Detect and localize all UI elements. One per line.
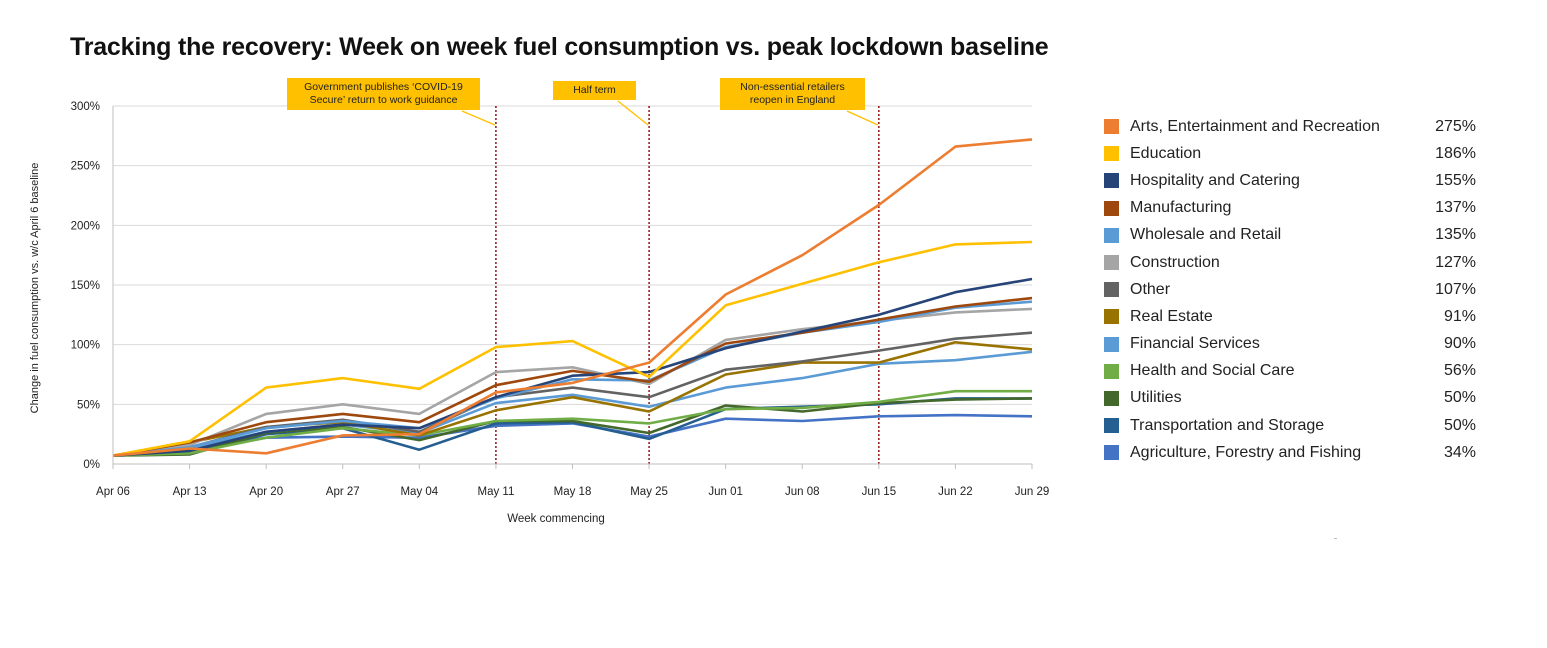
legend-item: Agriculture, Forestry and Fishing 34% [1104, 439, 1476, 466]
legend-item: Other 107% [1104, 276, 1476, 303]
legend-label: Agriculture, Forestry and Fishing [1130, 443, 1362, 461]
legend-label: Manufacturing [1130, 199, 1232, 217]
y-tick-label: 0% [83, 459, 100, 471]
x-tick-label: Jun 29 [1015, 486, 1050, 498]
legend-swatch [1104, 173, 1119, 189]
legend-item: Manufacturing 137% [1104, 195, 1476, 222]
legend-value: 127% [1435, 253, 1476, 271]
annotation-pointer [461, 110, 496, 126]
legend-value: 135% [1435, 226, 1476, 244]
annotation-box: Half term [553, 81, 636, 100]
legend-value: 155% [1435, 171, 1476, 189]
legend-value: 91% [1443, 307, 1476, 325]
y-tick-label: 150% [71, 280, 100, 292]
legend-swatch [1104, 445, 1119, 461]
legend-value: 90% [1443, 335, 1476, 353]
legend-swatch [1104, 282, 1119, 298]
annotation-box: Non-essential retailers reopen in Englan… [720, 78, 865, 110]
legend-item: Hospitality and Catering 155% [1104, 167, 1476, 194]
y-tick-label: 250% [71, 161, 100, 173]
legend-item: Construction 127% [1104, 249, 1476, 276]
x-tick-label: Jun 15 [862, 486, 897, 498]
series-line [112, 300, 1033, 457]
series-line [112, 296, 1033, 457]
legend-swatch [1104, 255, 1119, 271]
x-tick-label: Apr 13 [173, 486, 207, 498]
x-axis-label: Week commencing [507, 513, 605, 525]
x-tick-label: May 18 [554, 486, 592, 498]
legend-swatch [1104, 390, 1119, 406]
legend-label: Real Estate [1130, 307, 1213, 325]
legend-swatch [1104, 200, 1119, 216]
series-line [112, 138, 1033, 457]
legend-value: 50% [1443, 389, 1476, 407]
annotation-pointer [617, 100, 649, 126]
legend-label: Utilities [1130, 389, 1182, 407]
legend-label: Wholesale and Retail [1130, 226, 1282, 244]
legend-swatch [1104, 146, 1119, 162]
legend-label: Construction [1130, 253, 1220, 271]
legend-value: 137% [1435, 199, 1476, 217]
legend-value: 50% [1443, 416, 1476, 434]
legend-item: Wholesale and Retail 135% [1104, 222, 1476, 249]
legend: Arts, Entertainment and Recreation 275% Ed… [1104, 113, 1476, 466]
y-tick-label: 50% [77, 399, 100, 411]
line-chart: 0% 50% 100% 150% 200% 250% 300% Apr 06 Apr 13 Apr… [29, 100, 1050, 525]
legend-label: Hospitality and Catering [1130, 171, 1300, 189]
y-axis-label: Change in fuel consumption vs. w/c April… [29, 163, 41, 414]
series-line [112, 240, 1033, 457]
annotation-box: Government publishes ‘COVID-19 Secure’ r… [287, 78, 480, 110]
legend-item: Education 186% [1104, 140, 1476, 167]
x-tick-label: Apr 27 [326, 486, 360, 498]
legend-value: 56% [1443, 362, 1476, 380]
annotation-pointer [846, 110, 879, 126]
x-tick-label: May 04 [400, 486, 438, 498]
legend-label: Education [1130, 144, 1202, 162]
legend-value: 34% [1443, 443, 1476, 461]
legend-label: Health and Social Care [1130, 362, 1295, 380]
legend-swatch [1104, 309, 1119, 325]
x-tick-label: May 11 [477, 486, 514, 498]
legend-item: Health and Social Care 56% [1104, 358, 1476, 385]
x-tick-label: May 25 [630, 486, 668, 498]
legend-swatch [1104, 418, 1119, 434]
legend-item: Real Estate 91% [1104, 303, 1476, 330]
x-tick-label: Jun 22 [938, 486, 973, 498]
stray-mark [1334, 538, 1337, 539]
event-markers [461, 100, 880, 464]
legend-swatch [1104, 119, 1119, 135]
legend-swatch [1104, 363, 1119, 379]
legend-value: 186% [1435, 144, 1476, 162]
x-tick-label: Jun 01 [708, 486, 743, 498]
legend-value: 275% [1435, 117, 1476, 135]
series-line [112, 277, 1033, 457]
y-tick-label: 100% [71, 340, 100, 352]
legend-label: Other [1130, 280, 1171, 298]
chart-title: Tracking the recovery: Week on week fuel… [70, 33, 1049, 61]
legend-value: 107% [1435, 280, 1476, 298]
y-tick-label: 200% [71, 220, 100, 232]
legend-swatch [1104, 227, 1119, 243]
legend-label: Transportation and Storage [1130, 416, 1325, 434]
legend-item: Utilities 50% [1104, 385, 1476, 412]
x-tick-label: Apr 20 [249, 486, 283, 498]
legend-item: Financial Services 90% [1104, 331, 1476, 358]
y-tick-label: 300% [71, 101, 100, 113]
legend-swatch [1104, 336, 1119, 352]
legend-item: Transportation and Storage 50% [1104, 412, 1476, 439]
legend-label: Arts, Entertainment and Recreation [1130, 117, 1380, 135]
axes: 0% 50% 100% 150% 200% 250% 300% Apr 06 Apr 13 Apr… [71, 101, 1050, 498]
x-tick-label: Jun 08 [785, 486, 820, 498]
legend-item: Arts, Entertainment and Recreation 275% [1104, 113, 1476, 140]
series-lines [112, 138, 1033, 457]
legend-label: Financial Services [1130, 335, 1260, 353]
x-tick-label: Apr 06 [96, 486, 130, 498]
series-line [112, 389, 1032, 457]
